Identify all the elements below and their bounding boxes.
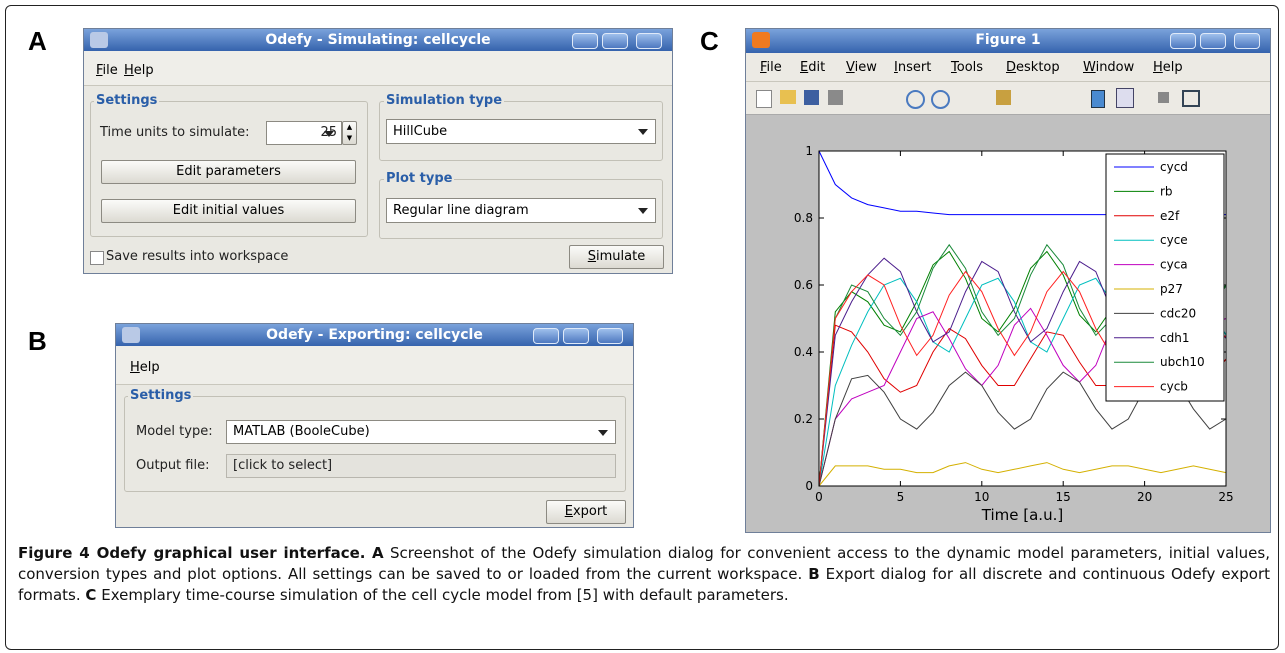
x-tick-label: 25 [1218,490,1233,504]
group-label: Plot type [384,171,454,186]
y-tick-label: 0 [805,479,813,493]
model-type-label: Model type: [136,424,213,439]
plot: 0 5 10 15 20 25 0 0.2 0.4 0.6 0.8 1 Time [a.u.] cycd r… [746,29,1270,532]
simulation-type-dropdown[interactable]: HillCube [386,119,656,144]
window-title: Odefy - Exporting: cellcycle [266,327,483,343]
time-value: 25 [320,125,337,140]
x-axis-label: Time [a.u.] [981,506,1063,524]
simulate-button[interactable]: Simulate [569,245,664,269]
spinner-arrows[interactable]: ▲▼ [342,121,357,145]
menu-bar: File Help [84,51,672,86]
panel-label: B [28,326,47,357]
y-tick-label: 0.8 [794,211,813,225]
close-button[interactable] [597,328,623,344]
legend-label: cycb [1160,380,1188,394]
menu-item[interactable]: File [96,63,118,78]
legend-label: p27 [1160,282,1183,296]
caption-title: Figure 4 Odefy graphical user interface. [18,544,365,562]
model-type-dropdown[interactable]: MATLAB (BooleCube) [226,420,616,444]
legend-label: cdc20 [1160,306,1196,320]
edit-parameters-button[interactable]: Edit parameters [101,160,356,184]
export-window: Odefy - Exporting: cellcycle Help Settin… [115,323,634,528]
y-tick-label: 0.6 [794,278,813,292]
caption: Figure 4 Odefy graphical user interface.… [18,543,1270,606]
group-label: Settings [128,388,193,403]
save-label: Save results into workspace [106,249,288,264]
minimize-button[interactable] [572,33,598,49]
time-label: Time units to simulate: [100,125,250,140]
caption-panel-label: C [85,586,96,604]
output-file-label: Output file: [136,458,209,473]
menu-bar: Help [116,346,633,385]
close-button[interactable] [636,33,662,49]
output-file-field[interactable]: [click to select] [226,454,616,478]
panel-label: C [700,26,719,57]
caption-text: Exemplary time-course simulation of the … [101,586,788,604]
maximize-button[interactable] [602,33,628,49]
simulation-window: Odefy - Simulating: cellcycle File Help … [83,28,673,274]
group-label: Settings [94,93,159,108]
menu-item[interactable]: Help [124,63,154,78]
x-tick-label: 15 [1056,490,1071,504]
caption-panel-label: A [372,544,384,562]
legend-label: cdh1 [1160,331,1189,345]
window-title: Odefy - Simulating: cellcycle [265,32,490,48]
maximize-button[interactable] [563,328,589,344]
y-tick-label: 1 [805,144,813,158]
panel-label: A [28,26,47,57]
window-icon [90,32,108,48]
legend-label: rb [1160,184,1173,198]
title-bar: Odefy - Simulating: cellcycle [84,29,672,51]
edit-initial-button[interactable]: Edit initial values [101,199,356,223]
minimize-button[interactable] [533,328,559,344]
group-label: Simulation type [384,93,504,108]
time-spinner[interactable]: 25 [266,121,342,145]
title-bar: Odefy - Exporting: cellcycle [116,324,633,346]
window-icon [122,327,140,343]
x-tick-label: 0 [815,490,823,504]
plot-type-dropdown[interactable]: Regular line diagram [386,198,656,223]
y-tick-label: 0.2 [794,412,813,426]
save-checkbox[interactable] [90,251,104,265]
legend-label: cyce [1160,233,1188,247]
caption-panel-label: B [808,565,819,583]
export-button[interactable]: Export [546,500,626,524]
legend-label: cyca [1160,258,1188,272]
legend-label: cycd [1160,160,1188,174]
legend-label: e2f [1160,209,1180,223]
x-tick-label: 5 [897,490,905,504]
legend-label: ubch10 [1160,355,1205,369]
x-tick-label: 10 [974,490,989,504]
y-tick-label: 0.4 [794,345,813,359]
x-tick-label: 20 [1137,490,1152,504]
page: {"panel_labels": ["A", "B", "C"], "simul… [0,0,1285,653]
menu-item[interactable]: Help [130,360,160,375]
